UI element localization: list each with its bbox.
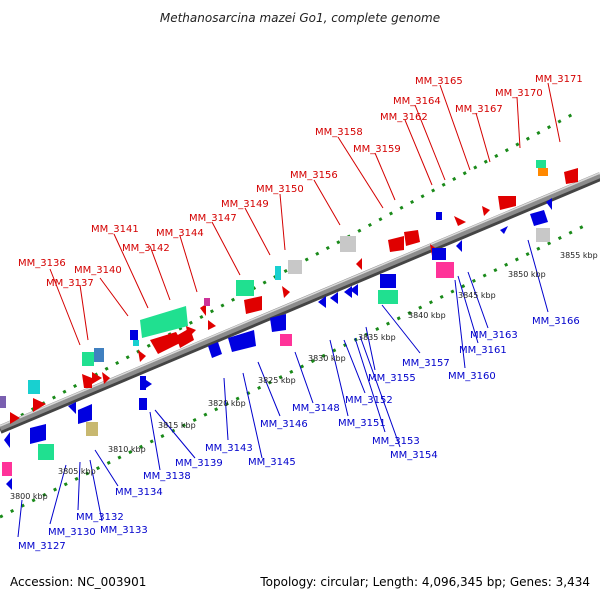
gene-label: MM_3154 [390,450,438,461]
gene-label: MM_3133 [100,525,148,536]
top-gene-labels: MM_3136 MM_3137 MM_3140 MM_3141 MM_3142 … [18,74,583,289]
scale-label: 3815 kbp [158,421,196,430]
gene-label: MM_3136 [18,258,66,269]
gene-label: MM_3153 [372,436,420,447]
accession-text: Accession: NC_003901 [10,575,146,589]
gene-label: MM_3156 [290,170,338,181]
scale-label: 3835 kbp [358,333,396,342]
gene-label: MM_3165 [415,76,463,87]
gene-label: MM_3152 [345,395,393,406]
scale-label: 3845 kbp [458,291,496,300]
backbone-highlight [0,172,600,427]
lower-tick-track [0,221,591,519]
map-title: Methanosarcina mazei Go1, complete genom… [160,11,440,25]
gene-label: MM_3162 [380,112,428,123]
scale-labels: 3800 kbp 3805 kbp 3810 kbp 3815 kbp 3820… [10,251,598,501]
gene-label: MM_3144 [156,228,204,239]
scale-label: 3855 kbp [560,251,598,260]
gene-label: MM_3158 [315,127,363,138]
gene-label: MM_3161 [459,345,507,356]
gene-label: MM_3167 [455,104,503,115]
gene-label: MM_3150 [256,184,304,195]
gene-label: MM_3137 [46,278,94,289]
gene-label: MM_3170 [495,88,543,99]
gene-features [0,160,578,490]
gene-label: MM_3164 [393,96,441,107]
gene-label: MM_3141 [91,224,139,235]
gene-label: MM_3140 [74,265,122,276]
gene-label: MM_3160 [448,371,496,382]
gene-label: MM_3148 [292,403,340,414]
gene-label: MM_3130 [48,527,96,538]
gene-label: MM_3138 [143,471,191,482]
scale-label: 3820 kbp [208,399,246,408]
gene-label: MM_3127 [18,541,66,552]
gene-label: MM_3155 [368,373,416,384]
scale-label: 3825 kbp [258,376,296,385]
scale-label: 3830 kbp [308,354,346,363]
bottom-gene-labels: MM_3127 MM_3130 MM_3132 MM_3133 MM_3134 … [18,316,580,552]
genome-backbone [0,172,600,431]
top-leader-lines [49,82,561,346]
gene-label: MM_3147 [189,213,237,224]
gene-label: MM_3149 [221,199,269,210]
bottom-leader-lines [17,239,549,538]
gene-label: MM_3139 [175,458,223,469]
gene-label: MM_3134 [115,487,163,498]
genome-summary-text: Topology: circular; Length: 4,096,345 bp… [259,575,590,589]
gene-label: MM_3171 [535,74,583,85]
gene-label: MM_3166 [532,316,580,327]
gene-label: MM_3151 [338,418,386,429]
gene-label: MM_3159 [353,144,401,155]
scale-label: 3840 kbp [408,311,446,320]
scale-label: 3800 kbp [10,492,48,501]
scale-label: 3850 kbp [508,270,546,279]
gene-label: MM_3132 [76,512,124,523]
scale-label: 3805 kbp [58,467,96,476]
gene-label: MM_3146 [260,419,308,430]
scale-label: 3810 kbp [108,445,146,454]
gene-label: MM_3157 [402,358,450,369]
gene-label: MM_3163 [470,330,518,341]
gene-label: MM_3145 [248,457,296,468]
gene-label: MM_3142 [122,243,170,254]
gene-label: MM_3143 [205,443,253,454]
